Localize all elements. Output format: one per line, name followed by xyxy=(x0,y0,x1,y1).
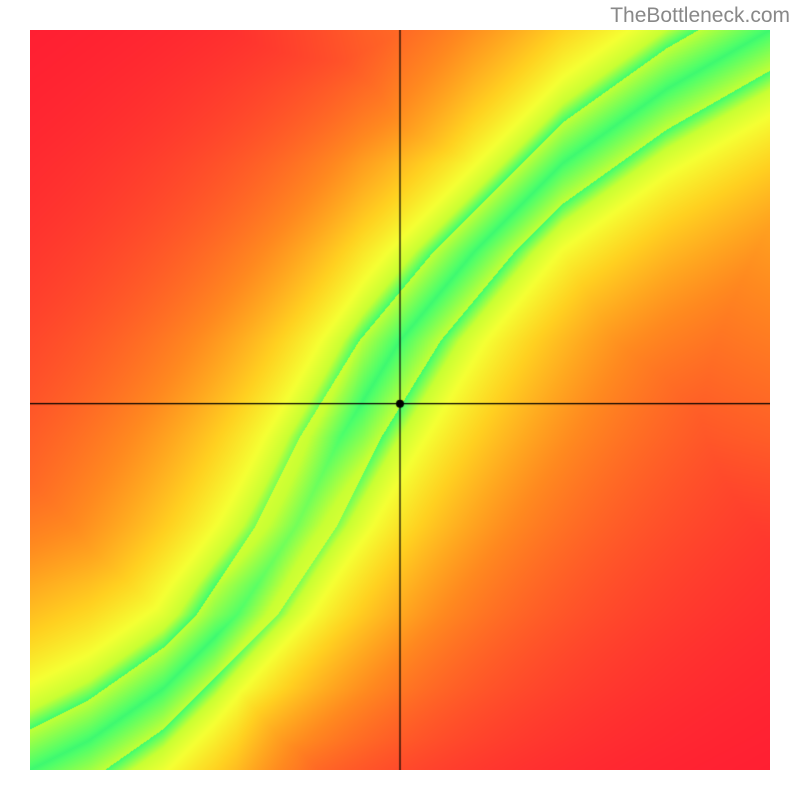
chart-container: TheBottleneck.com xyxy=(0,0,800,800)
heatmap-canvas xyxy=(30,30,770,770)
heatmap-plot xyxy=(30,30,770,770)
watermark-text: TheBottleneck.com xyxy=(610,4,790,28)
